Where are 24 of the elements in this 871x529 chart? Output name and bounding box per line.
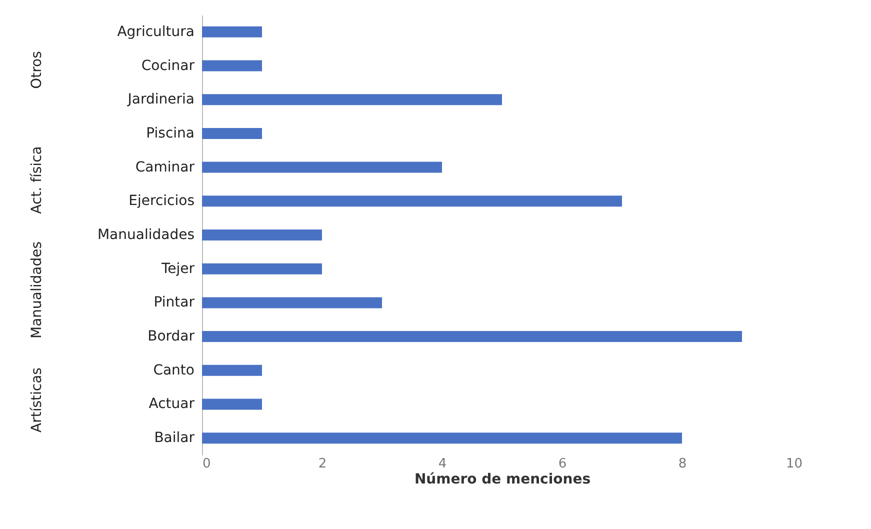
y-tick-label: Tejer xyxy=(160,260,195,277)
y-tick-label: Agricultura xyxy=(117,24,194,40)
x-tick-label: 4 xyxy=(438,456,447,472)
y-tick-label: Bailar xyxy=(154,430,195,446)
y-tick-label: Piscina xyxy=(146,125,194,142)
y-tick-label: Pintar xyxy=(154,294,195,311)
text: Act. física xyxy=(29,146,45,214)
y-tick-label: Caminar xyxy=(135,159,195,176)
y-tick-label: Manualidades xyxy=(97,227,194,243)
y-tick-label: Canto xyxy=(153,362,194,378)
text: Artísticas xyxy=(29,368,45,432)
y-tick-label: Ejercicios xyxy=(128,193,194,210)
x-tick-label: 10 xyxy=(786,456,802,472)
y-tick-label: Actuar xyxy=(148,396,195,412)
x-tick-label: 2 xyxy=(318,456,327,472)
y-tick-label: Jardineria xyxy=(126,92,194,108)
text: Manualidades xyxy=(29,241,45,339)
x-tick-label: 0 xyxy=(202,456,211,472)
y-tick-label: Bordar xyxy=(148,328,195,345)
x-axis-title: Número de menciones xyxy=(414,472,591,488)
x-tick-label: 8 xyxy=(678,456,687,472)
x-tick-label: 6 xyxy=(558,456,567,472)
y-tick-label: Cocinar xyxy=(141,58,195,74)
text: Otros xyxy=(29,51,45,89)
